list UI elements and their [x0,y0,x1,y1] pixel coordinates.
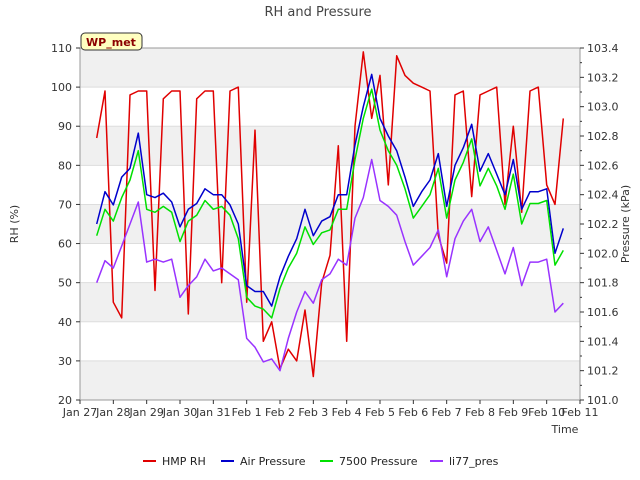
y-tick-label: 80 [58,159,72,172]
y2-axis-ticks: 101.0 101.2 101.4 101.6 101.8 102.0 102.2 102.4… [580,42,619,407]
y-tick-label: 100 [51,81,72,94]
band-2 [80,282,580,322]
x-tick-label: Feb 1 [232,406,262,419]
band-0 [80,360,580,400]
x-tick-label: Jan 27 [62,406,97,419]
legend-label: li77_pres [449,455,499,468]
chart-title: RH and Pressure [264,5,371,20]
wp-met-badge: WP_met [80,32,143,51]
y2-tick-label: 103.4 [587,42,619,55]
y-tick-label: 20 [58,394,72,407]
band-8 [80,48,580,88]
x-tick-label: Feb 11 [562,406,599,419]
series-line-hmp-rh [95,51,565,378]
series-line-7500-pressure [95,88,564,319]
series-line-air-pressure [95,73,565,307]
y2-tick-label: 101.4 [587,335,619,348]
y-tick-label: 50 [58,277,72,290]
y2-tick-label: 101.0 [587,394,619,407]
band-6 [80,126,580,166]
y2-tick-label: 103.2 [587,71,619,84]
background-bands [80,48,580,400]
y-axis-label: RH (%) [8,205,21,243]
y-tick-label: 40 [58,316,72,329]
y2-axis-label: Pressure (kPa) [619,185,632,263]
x-tick-label: Feb 7 [432,406,462,419]
x-tick-label: Feb 6 [398,406,428,419]
y2-tick-label: 101.2 [587,365,619,378]
badge-label: WP_met [86,36,136,49]
y-tick-label: 70 [58,198,72,211]
y2-tick-label: 102.0 [587,247,619,260]
y2-tick-label: 101.6 [587,306,619,319]
series-line-li77-pres [95,158,564,372]
x-tick-label: Feb 4 [332,406,362,419]
band-4 [80,204,580,244]
legend-label: 7500 Pressure [339,455,418,468]
x-tick-label: Jan 29 [128,406,163,419]
y2-tick-label: 102.2 [587,218,619,231]
legend-label: HMP RH [162,455,206,468]
y-tick-label: 30 [58,355,72,368]
y2-tick-label: 101.8 [587,277,619,290]
x-tick-label: Feb 10 [528,406,565,419]
y2-tick-label: 103.0 [587,101,619,114]
y-tick-label: 60 [58,238,72,251]
x-tick-label: Feb 2 [265,406,295,419]
y-axis-ticks: 20 30 40 50 60 70 80 90 100 110 [51,42,80,407]
legend: HMP RH Air Pressure 7500 Pressure li77_pres [143,455,499,468]
y2-tick-label: 102.8 [587,130,619,143]
legend-label: Air Pressure [240,455,306,468]
plot-lines [95,51,565,378]
y2-tick-label: 102.4 [587,189,619,202]
x-tick-label: Jan 30 [162,406,197,419]
x-tick-label: Jan 31 [195,406,230,419]
x-tick-label: Jan 28 [95,406,130,419]
y-tick-label: 90 [58,120,72,133]
x-tick-label: Feb 5 [365,406,395,419]
x-tick-label: Feb 8 [465,406,495,419]
y-tick-label: 110 [51,42,72,55]
x-tick-label: Feb 3 [298,406,328,419]
y2-tick-label: 102.6 [587,159,619,172]
x-axis-label: Time [551,423,579,436]
grid-lines [80,47,580,401]
x-tick-label: Feb 9 [498,406,528,419]
